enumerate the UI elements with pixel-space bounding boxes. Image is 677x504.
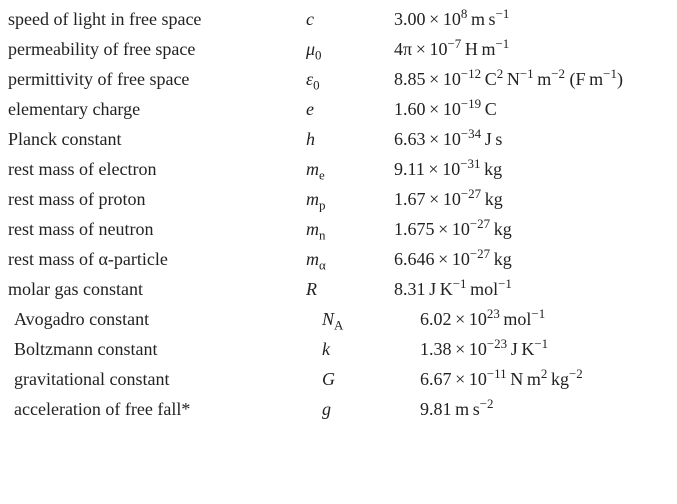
constant-value: 4π × 10−7 H m−1 [394, 40, 669, 58]
constant-value: 3.00 × 108 m s−1 [394, 10, 669, 28]
constant-row: Planck constanth6.63 × 10−34 J s [8, 130, 669, 148]
constant-name: Planck constant [8, 130, 306, 148]
constant-row: speed of light in free spacec3.00 × 108 … [8, 10, 669, 28]
constant-value: 1.38 × 10−23 J K−1 [420, 340, 669, 358]
constant-value: 1.675 × 10−27 kg [394, 220, 669, 238]
constant-name: rest mass of electron [8, 160, 306, 178]
constant-row: Avogadro constantNA6.02 × 1023 mol−1 [14, 310, 669, 328]
constant-value: 8.85 × 10−12 C2 N−1 m−2 (F m−1) [394, 70, 669, 88]
constant-symbol: c [306, 10, 394, 28]
constant-symbol: h [306, 130, 394, 148]
constant-name: rest mass of α-particle [8, 250, 306, 268]
constant-value: 9.11 × 10−31 kg [394, 160, 669, 178]
constant-name: permeability of free space [8, 40, 306, 58]
constant-row: rest mass of protonmp1.67 × 10−27 kg [8, 190, 669, 208]
constant-row: Boltzmann constantk1.38 × 10−23 J K−1 [14, 340, 669, 358]
constant-row: permittivity of free spaceε08.85 × 10−12… [8, 70, 669, 88]
constant-value: 6.63 × 10−34 J s [394, 130, 669, 148]
constants-table-a: speed of light in free spacec3.00 × 108 … [8, 10, 669, 298]
constant-symbol: k [322, 340, 420, 358]
constant-name: speed of light in free space [8, 10, 306, 28]
constant-symbol: mα [306, 250, 394, 268]
constant-row: permeability of free spaceμ04π × 10−7 H … [8, 40, 669, 58]
constant-row: elementary chargee1.60 × 10−19 C [8, 100, 669, 118]
constant-row: rest mass of electronme9.11 × 10−31 kg [8, 160, 669, 178]
constant-symbol: μ0 [306, 40, 394, 58]
constant-row: molar gas constantR8.31 J K−1 mol−1 [8, 280, 669, 298]
constant-row: rest mass of neutronmn1.675 × 10−27 kg [8, 220, 669, 238]
constant-value: 8.31 J K−1 mol−1 [394, 280, 669, 298]
constant-value: 6.02 × 1023 mol−1 [420, 310, 669, 328]
constant-value: 1.67 × 10−27 kg [394, 190, 669, 208]
constants-table-b: Avogadro constantNA6.02 × 1023 mol−1 Bolt… [8, 310, 669, 418]
constant-symbol: mn [306, 220, 394, 238]
constant-symbol: mp [306, 190, 394, 208]
constant-symbol: G [322, 370, 420, 388]
constant-name: acceleration of free fall* [14, 400, 322, 418]
constant-symbol: g [322, 400, 420, 418]
constant-symbol: me [306, 160, 394, 178]
constant-symbol: R [306, 280, 394, 298]
constant-value: 6.646 × 10−27 kg [394, 250, 669, 268]
constant-symbol: NA [322, 310, 420, 328]
constant-symbol: e [306, 100, 394, 118]
constant-name: elementary charge [8, 100, 306, 118]
constant-name: rest mass of proton [8, 190, 306, 208]
constant-name: permittivity of free space [8, 70, 306, 88]
constant-name: gravitational constant [14, 370, 322, 388]
constant-symbol: ε0 [306, 70, 394, 88]
constant-value: 9.81 m s−2 [420, 400, 669, 418]
constant-name: rest mass of neutron [8, 220, 306, 238]
constant-row: rest mass of α-particlemα6.646 × 10−27 k… [8, 250, 669, 268]
constant-name: Boltzmann constant [14, 340, 322, 358]
constant-value: 1.60 × 10−19 C [394, 100, 669, 118]
constant-name: molar gas constant [8, 280, 306, 298]
constant-value: 6.67 × 10−11 N m2 kg−2 [420, 370, 669, 388]
constant-row: gravitational constantG6.67 × 10−11 N m2… [14, 370, 669, 388]
constant-name: Avogadro constant [14, 310, 322, 328]
constant-row: acceleration of free fall*g9.81 m s−2 [14, 400, 669, 418]
